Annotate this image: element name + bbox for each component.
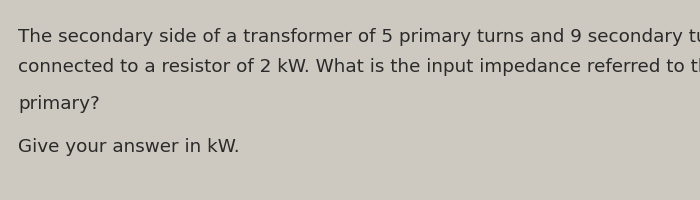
Text: connected to a resistor of 2 kW. What is the input impedance referred to the: connected to a resistor of 2 kW. What is… [18, 58, 700, 76]
Text: The secondary side of a transformer of 5 primary turns and 9 secondary turns is: The secondary side of a transformer of 5… [18, 28, 700, 46]
Text: Give your answer in kW.: Give your answer in kW. [18, 138, 239, 156]
Text: primary?: primary? [18, 95, 99, 113]
